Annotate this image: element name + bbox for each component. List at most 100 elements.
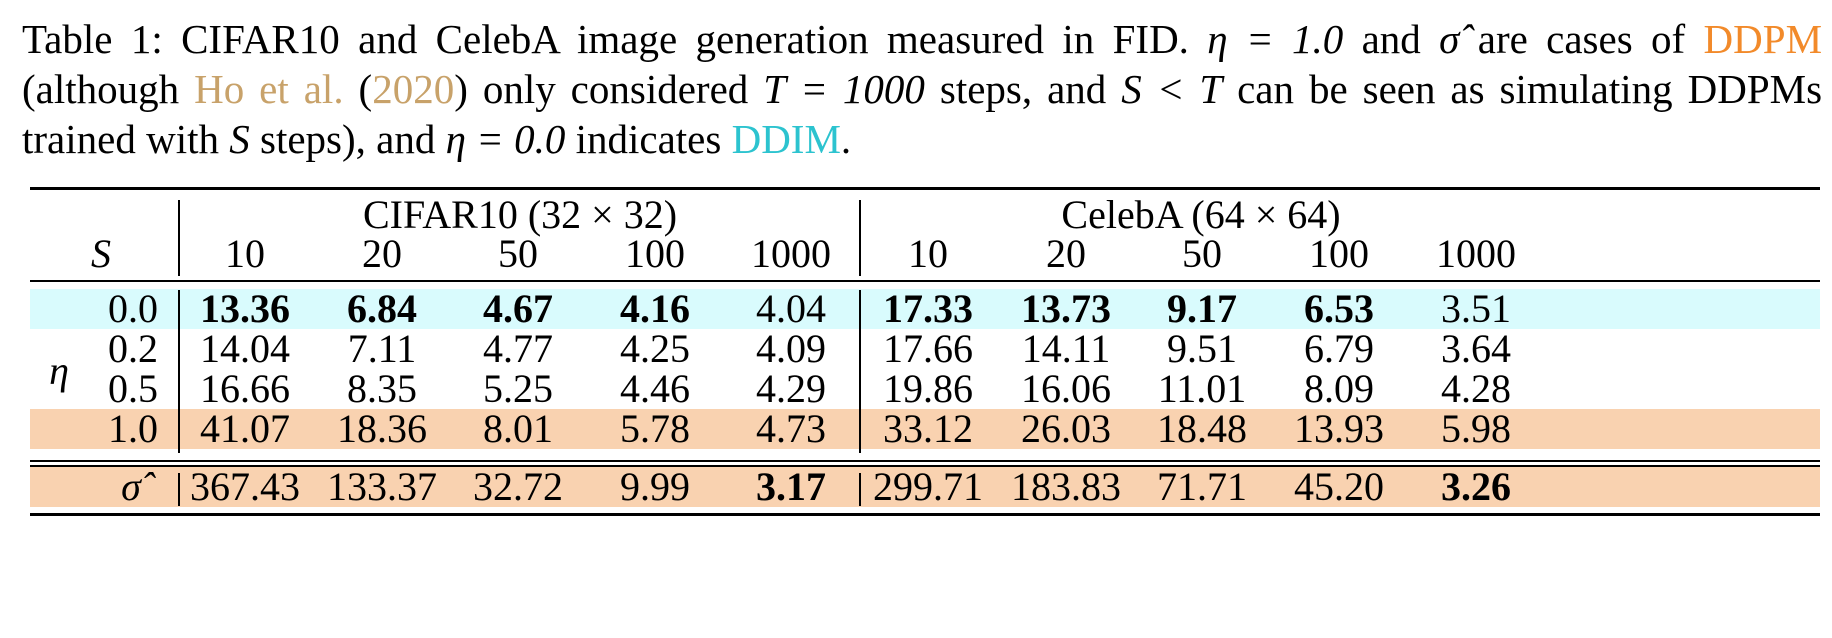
table-cell: 13.73 [1021, 286, 1111, 331]
ddpm-link[interactable]: DDPM [1703, 16, 1823, 62]
section-rule-lower [30, 465, 1820, 467]
row-label: 0.2 [108, 326, 158, 371]
ddim-link[interactable]: DDIM [731, 116, 841, 162]
caption-text: and [1361, 16, 1421, 62]
table-cell: 17.66 [883, 326, 973, 371]
step-header: 1000 [751, 231, 831, 276]
row-highlight [30, 409, 1820, 449]
caption-text: are cases of [1477, 16, 1686, 62]
header-s: S [91, 231, 111, 276]
column-divider [178, 290, 180, 453]
table-cell: 14.04 [200, 326, 290, 371]
ho-citation-link[interactable]: Ho et al. [194, 66, 344, 112]
table-cell: 3.64 [1441, 326, 1511, 371]
caption-text: indicates [575, 116, 722, 162]
row-highlight [30, 467, 1820, 507]
table-cell: 4.04 [756, 286, 826, 331]
table-cell: 32.72 [473, 464, 563, 509]
table-cell: 4.28 [1441, 366, 1511, 411]
table-cell: 4.73 [756, 406, 826, 451]
table-cell: 9.17 [1167, 286, 1237, 331]
table-cell: 367.43 [190, 464, 300, 509]
caption-math-t: T = 1000 [763, 66, 925, 112]
celeba-header: CelebA (64 × 64) [1061, 192, 1341, 237]
table-cell: 6.53 [1304, 286, 1374, 331]
table-cell: 16.06 [1021, 366, 1111, 411]
table-cell: 183.83 [1011, 464, 1121, 509]
step-header: 100 [625, 231, 685, 276]
table-cell: 71.71 [1157, 464, 1247, 509]
caption-math-eta-1: η = 1.0 [1207, 16, 1344, 62]
table-cell: 4.67 [483, 286, 553, 331]
row-label: 0.0 [108, 286, 158, 331]
step-header: 50 [1182, 231, 1222, 276]
caption-text: (although [22, 66, 180, 112]
table-cell: 5.98 [1441, 406, 1511, 451]
step-header: 10 [908, 231, 948, 276]
caption-math-sigma-hat: σ̂ [1439, 16, 1460, 62]
caption-text: ) only considered [454, 66, 749, 112]
citation-year-link[interactable]: 2020 [372, 66, 455, 112]
caption-math-s-lt-t: S < T [1121, 66, 1223, 112]
table-cell: 33.12 [883, 406, 973, 451]
row-label: 0.5 [108, 366, 158, 411]
caption-text: steps, and [939, 66, 1107, 112]
row-label: 1.0 [108, 406, 158, 451]
table-cell: 41.07 [200, 406, 290, 451]
step-header: 20 [362, 231, 402, 276]
table-cell: 3.26 [1441, 464, 1511, 509]
step-header: 100 [1309, 231, 1369, 276]
table-cell: 133.37 [327, 464, 437, 509]
table-cell: 6.84 [347, 286, 417, 331]
table-cell: 9.51 [1167, 326, 1237, 371]
table-cell: 3.51 [1441, 286, 1511, 331]
table-cell: 14.11 [1021, 326, 1111, 371]
table-cell: 16.66 [200, 366, 290, 411]
caption-text: . [840, 116, 852, 162]
section-rule-upper [30, 460, 1820, 462]
caption-text: can be seen as simulating DDPMs trained … [22, 66, 1823, 162]
table-cell: 13.93 [1294, 406, 1384, 451]
caption-math-s: S [229, 116, 250, 162]
table-cell: 13.36 [200, 286, 290, 331]
caption-text: ( [358, 66, 373, 112]
table-cell: 45.20 [1294, 464, 1384, 509]
step-header: 50 [498, 231, 538, 276]
table-cell: 11.01 [1157, 366, 1247, 411]
table-cell: 18.48 [1157, 406, 1247, 451]
table-cell: 19.86 [883, 366, 973, 411]
bottom-rule [30, 513, 1820, 516]
eta-label: η [49, 348, 69, 393]
table-cell: 4.09 [756, 326, 826, 371]
row-highlight [30, 289, 1820, 329]
table-cell: 8.35 [347, 366, 417, 411]
table-cell: 299.71 [873, 464, 983, 509]
table-cell: 4.46 [620, 366, 690, 411]
table-cell: 4.25 [620, 326, 690, 371]
table-cell: 4.77 [483, 326, 553, 371]
table-cell: 5.78 [620, 406, 690, 451]
caption-text: Table 1: CIFAR10 and CelebA image genera… [22, 16, 1189, 62]
step-header: 10 [225, 231, 265, 276]
column-divider [178, 473, 180, 506]
caption-math-eta-0: η = 0.0 [445, 116, 566, 162]
table-caption: Table 1: CIFAR10 and CelebA image genera… [22, 14, 1822, 164]
cifar10-header: CIFAR10 (32 × 32) [362, 192, 678, 237]
table-cell: 5.25 [483, 366, 553, 411]
table-cell: 3.17 [756, 464, 826, 509]
column-divider [178, 200, 180, 276]
table-cell: 17.33 [883, 286, 973, 331]
table-cell: 9.99 [620, 464, 690, 509]
table-cell: 18.36 [337, 406, 427, 451]
table-cell: 4.29 [756, 366, 826, 411]
step-header: 1000 [1436, 231, 1516, 276]
table-cell: 6.79 [1304, 326, 1374, 371]
column-divider [859, 200, 861, 276]
table-cell: 8.09 [1304, 366, 1374, 411]
table-cell: 26.03 [1021, 406, 1111, 451]
table-cell: 4.16 [620, 286, 690, 331]
top-rule [30, 187, 1820, 190]
table-cell: 8.01 [483, 406, 553, 451]
column-divider [859, 290, 861, 453]
header-rule [30, 280, 1820, 282]
